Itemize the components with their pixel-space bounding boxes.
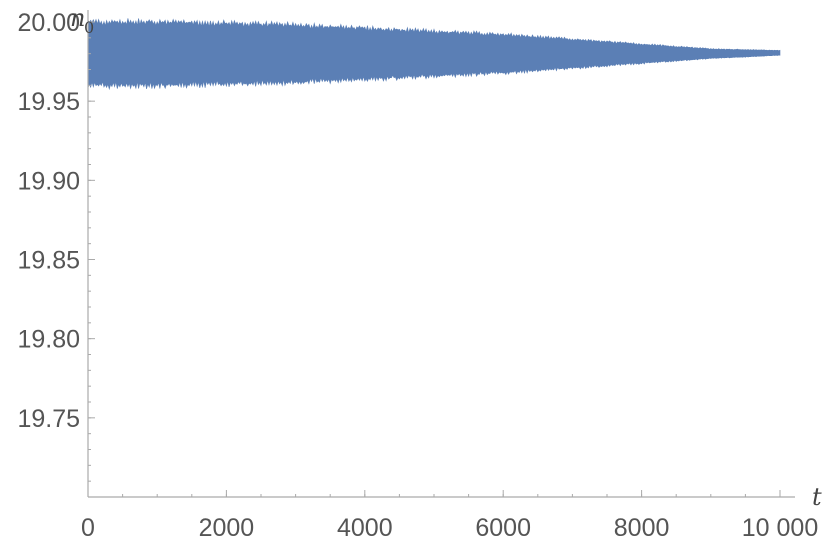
- x-tick-label: 10 000: [742, 514, 818, 542]
- x-tick-label: 0: [81, 514, 95, 542]
- y-tick-label: 19.95: [17, 88, 80, 116]
- x-tick-label: 8000: [614, 514, 670, 542]
- data-band-series-0: [87, 18, 781, 91]
- y-axis-title-subscript: 0: [84, 18, 94, 37]
- x-axis-title: t: [812, 483, 822, 511]
- x-tick-label: 4000: [337, 514, 393, 542]
- y-axis-title-main: n: [70, 4, 85, 32]
- y-axis: 19.75 19.80 19.85 19.90 19.95 20.00: [17, 9, 95, 498]
- y-axis-title: n 0: [70, 4, 94, 37]
- y-tick-label: 19.75: [17, 405, 80, 433]
- y-tick-label: 19.90: [17, 167, 80, 195]
- band-layer: [87, 18, 781, 91]
- x-tick-label: 2000: [199, 514, 255, 542]
- y-tick-label: 19.80: [17, 326, 80, 354]
- y-tick-label: 19.85: [17, 247, 80, 275]
- x-axis: 0 2000 4000 6000 8000 10 000: [81, 490, 818, 542]
- x-tick-label: 6000: [475, 514, 531, 542]
- y-tick-label: 20.00: [17, 9, 80, 37]
